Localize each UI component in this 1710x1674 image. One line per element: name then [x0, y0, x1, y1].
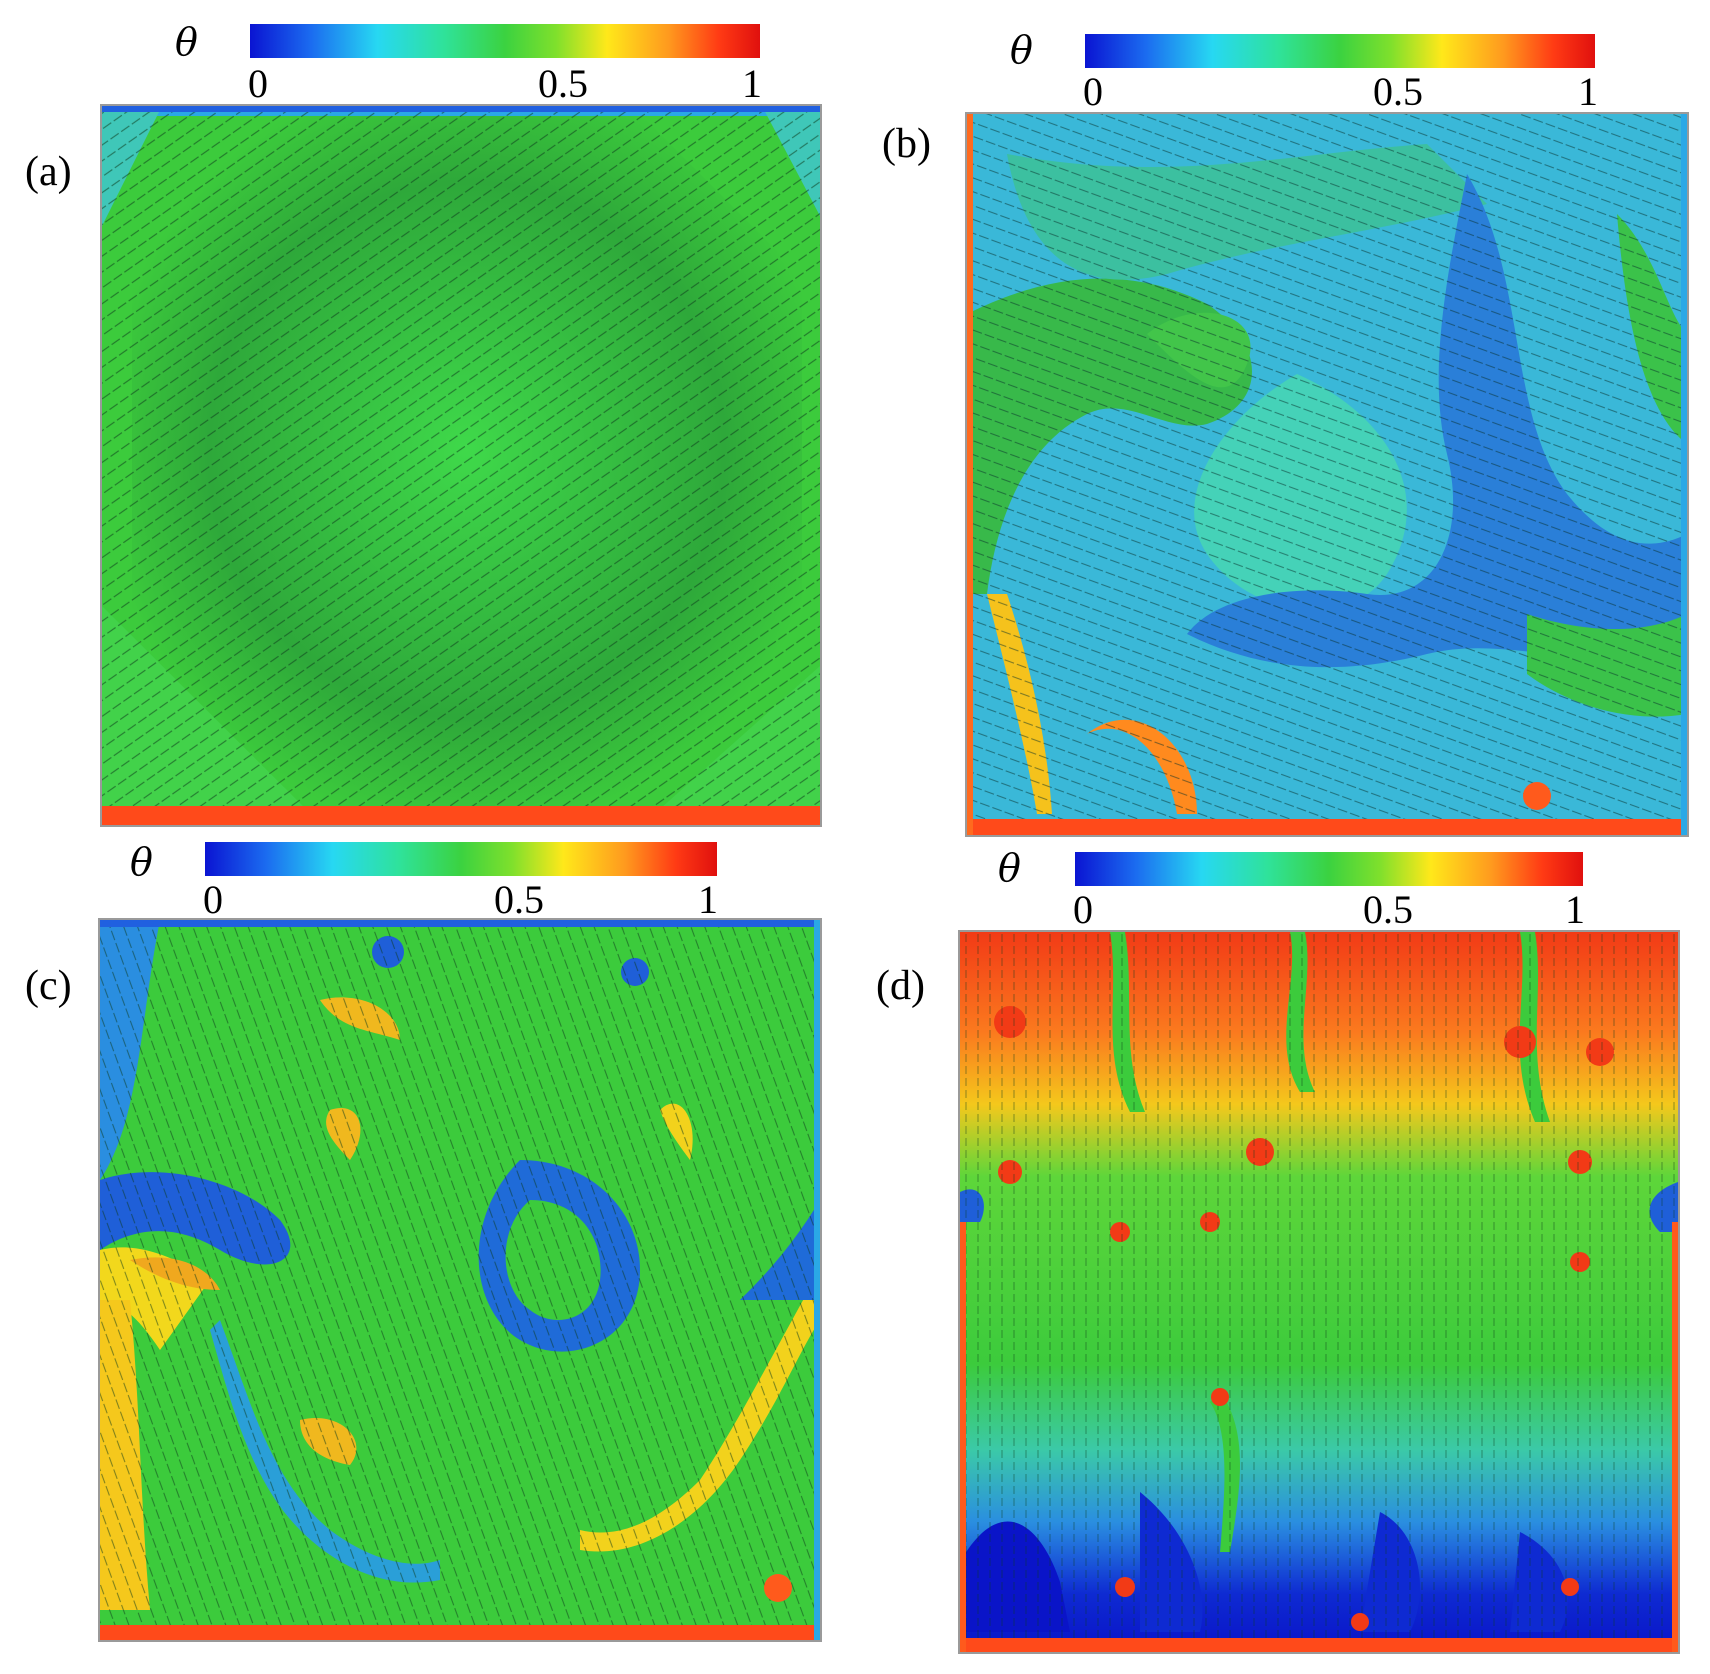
colorbar-symbol: θ — [130, 840, 153, 884]
temperature-field — [102, 106, 820, 825]
colorbar-tick-0: 0 — [1073, 887, 1093, 932]
colorbar-tick-1: 1 — [742, 61, 762, 106]
temperature-field-plot — [100, 104, 822, 827]
colorbar — [250, 24, 760, 58]
temperature-field — [967, 114, 1687, 835]
temperature-field — [960, 932, 1678, 1652]
colorbar-tick-05: 0.5 — [1373, 69, 1423, 114]
colorbar-symbol: θ — [1010, 28, 1033, 72]
panel-label: (a) — [25, 149, 72, 195]
colorbar — [1085, 34, 1595, 68]
panel-label: (c) — [25, 963, 72, 1009]
colorbar-symbol: θ — [175, 20, 198, 64]
colorbar-tick-0: 0 — [203, 877, 223, 922]
colorbar-tick-1: 1 — [698, 877, 718, 922]
colorbar-tick-1: 1 — [1565, 887, 1585, 932]
colorbar — [1075, 852, 1583, 886]
panel-label: (b) — [882, 121, 931, 167]
colorbar — [205, 842, 717, 876]
temperature-field-plot — [98, 918, 822, 1642]
colorbar-tick-05: 0.5 — [1363, 887, 1413, 932]
temperature-field-plot — [965, 112, 1689, 837]
temperature-field-plot — [958, 930, 1680, 1654]
colorbar-symbol: θ — [998, 846, 1021, 890]
colorbar-tick-1: 1 — [1578, 69, 1598, 114]
panel-label: (d) — [876, 963, 925, 1009]
colorbar-tick-05: 0.5 — [494, 877, 544, 922]
colorbar-tick-05: 0.5 — [538, 61, 588, 106]
colorbar-tick-0: 0 — [1083, 69, 1103, 114]
temperature-field — [100, 920, 820, 1640]
colorbar-tick-0: 0 — [248, 61, 268, 106]
